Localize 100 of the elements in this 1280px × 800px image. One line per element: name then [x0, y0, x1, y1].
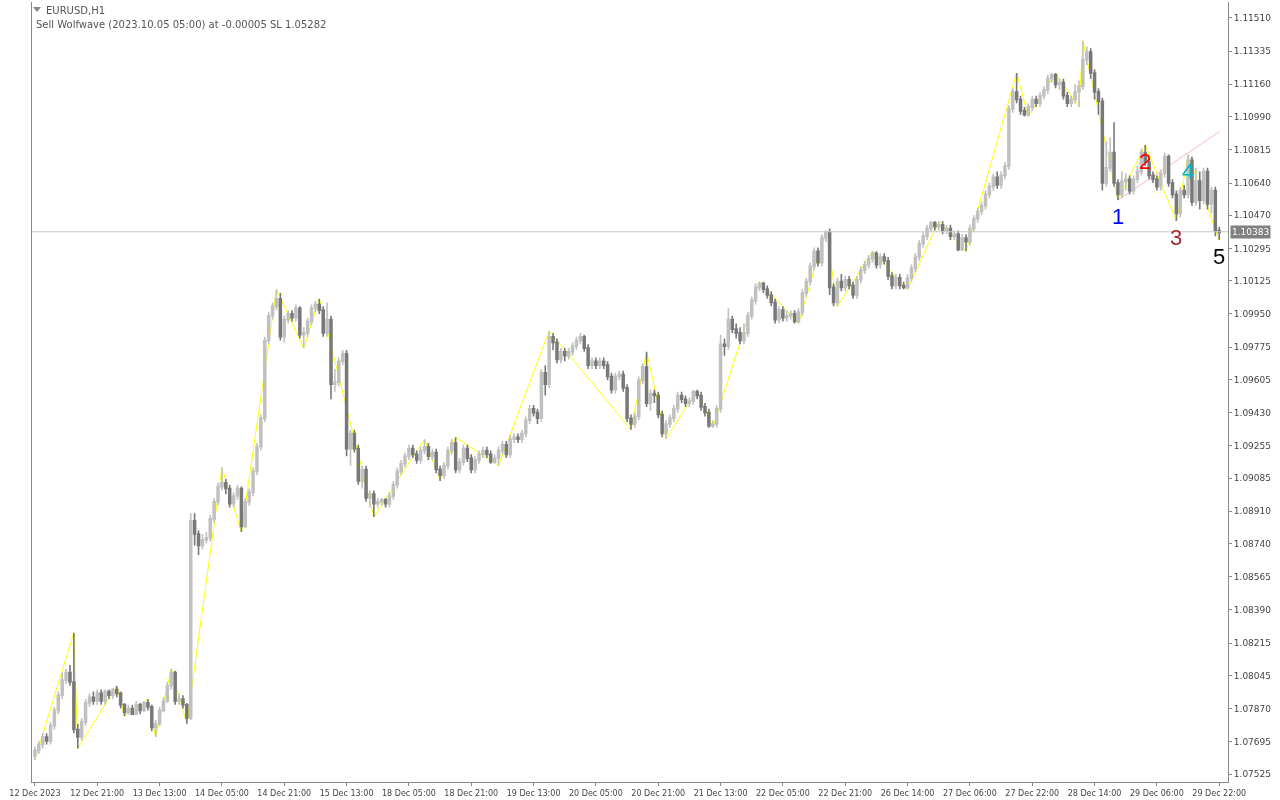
candlestick — [870, 250, 875, 264]
candlestick — [964, 233, 968, 253]
y-tick-label: 1.07695 — [1233, 736, 1272, 747]
candlestick — [348, 428, 353, 467]
candlestick — [379, 497, 384, 507]
candlestick — [1198, 170, 1202, 211]
candlestick — [777, 305, 781, 325]
y-tick-label: 1.09085 — [1233, 473, 1272, 484]
candlestick — [496, 445, 501, 467]
candlestick — [562, 347, 567, 363]
candlestick — [1034, 94, 1038, 108]
candlestick — [516, 432, 520, 444]
candlestick — [33, 745, 37, 761]
candlestick — [594, 356, 598, 370]
candlestick — [360, 464, 364, 490]
candlestick — [414, 449, 419, 465]
candlestick — [375, 497, 380, 509]
candlestick — [372, 489, 376, 518]
candlestick — [40, 732, 45, 750]
y-tick-label: 1.07525 — [1233, 769, 1272, 780]
candlestick — [91, 690, 96, 706]
x-tick-label: 13 Dec 13:00 — [132, 788, 187, 798]
candlestick — [851, 280, 855, 300]
candlestick — [290, 309, 294, 323]
x-tick-label: 20 Dec 21:00 — [631, 788, 686, 798]
candlestick — [368, 489, 372, 509]
candlestick — [839, 273, 844, 292]
x-tick-label: 15 Dec 13:00 — [319, 788, 374, 798]
annotation: 4 — [1182, 159, 1195, 184]
y-tick-label: 1.10470 — [1233, 210, 1272, 221]
candlestick — [543, 364, 548, 397]
candlestick — [430, 447, 435, 461]
y-tick-label: 1.08740 — [1233, 538, 1272, 549]
y-tick-label: 1.11510 — [1233, 13, 1272, 24]
x-tick-label: 20 Dec 05:00 — [569, 788, 623, 798]
y-tick-label: 1.08215 — [1233, 638, 1272, 649]
candlestick — [1209, 186, 1214, 215]
y-tick-label: 1.09255 — [1233, 440, 1272, 451]
candlestick — [294, 303, 298, 323]
candlestick — [1155, 174, 1159, 192]
annotation: 5 — [1213, 244, 1226, 269]
candlestick — [177, 692, 181, 706]
x-tick-label: 26 Dec 14:00 — [880, 788, 935, 798]
candlestick — [738, 326, 742, 346]
candlestick — [134, 700, 138, 716]
candlestick — [995, 170, 999, 190]
y-tick-label: 1.08390 — [1233, 605, 1272, 616]
candlestick — [898, 273, 902, 291]
candlestick — [590, 356, 594, 370]
x-tick-label: 29 Dec 06:00 — [1129, 788, 1184, 798]
candlestick — [200, 533, 205, 550]
candlestick — [1178, 186, 1183, 218]
x-tick-label: 14 Dec 21:00 — [257, 788, 312, 798]
y-tick-label: 1.08045 — [1233, 670, 1272, 681]
candlestick — [785, 309, 789, 323]
candlestick — [820, 233, 824, 268]
x-tick-label: 18 Dec 21:00 — [444, 788, 499, 798]
y-tick-label: 1.11335 — [1233, 46, 1272, 57]
x-tick-label: 22 Dec 21:00 — [818, 788, 873, 798]
candlestick — [189, 512, 193, 721]
x-tick-label: 12 Dec 2023 — [9, 788, 61, 798]
candlestick — [298, 305, 302, 340]
candlestick — [956, 229, 960, 253]
candlestick — [960, 233, 964, 253]
x-tick-label: 19 Dec 13:00 — [506, 788, 561, 798]
candlestick — [648, 389, 653, 412]
y-tick-label: 1.11160 — [1233, 79, 1272, 90]
candlestick — [103, 688, 107, 706]
candlestick — [150, 703, 154, 733]
chart-title: EURUSD,H1 — [46, 5, 106, 16]
y-tick-label: 1.08565 — [1233, 571, 1272, 582]
candlestick — [95, 688, 100, 706]
candlestick — [1194, 167, 1198, 207]
y-tick-label: 1.09775 — [1233, 342, 1272, 353]
candlestick — [555, 337, 559, 365]
candlestick — [598, 356, 602, 370]
candlestick — [843, 275, 847, 292]
y-tick-label: 1.10990 — [1233, 111, 1272, 122]
candlestick — [722, 337, 727, 357]
candlestick — [933, 220, 937, 232]
y-tick-label: 1.10295 — [1233, 243, 1272, 254]
candlestick — [788, 309, 793, 321]
candlestick — [488, 449, 493, 465]
candlestick — [173, 669, 177, 706]
annotation: 3 — [1170, 225, 1183, 250]
candlestick — [1073, 83, 1077, 105]
candlestick — [227, 483, 232, 509]
candlestick — [1104, 140, 1109, 188]
y-tick-label: 1.09430 — [1233, 407, 1272, 418]
candlestick — [644, 351, 649, 408]
y-tick-label: 1.10640 — [1233, 178, 1272, 189]
candlestick — [99, 688, 103, 706]
text: Sell Wolfwave (2023.10.05 05:00) at -0.00005 SL 1.05282 — [36, 19, 327, 30]
y-tick-label: 1.10815 — [1233, 144, 1272, 155]
candlestick — [894, 273, 898, 291]
annotation: 1 — [1112, 204, 1125, 229]
candlestick — [44, 732, 49, 746]
candlestick — [1182, 184, 1186, 199]
candlestick — [1120, 170, 1124, 199]
candlestick — [329, 315, 333, 401]
